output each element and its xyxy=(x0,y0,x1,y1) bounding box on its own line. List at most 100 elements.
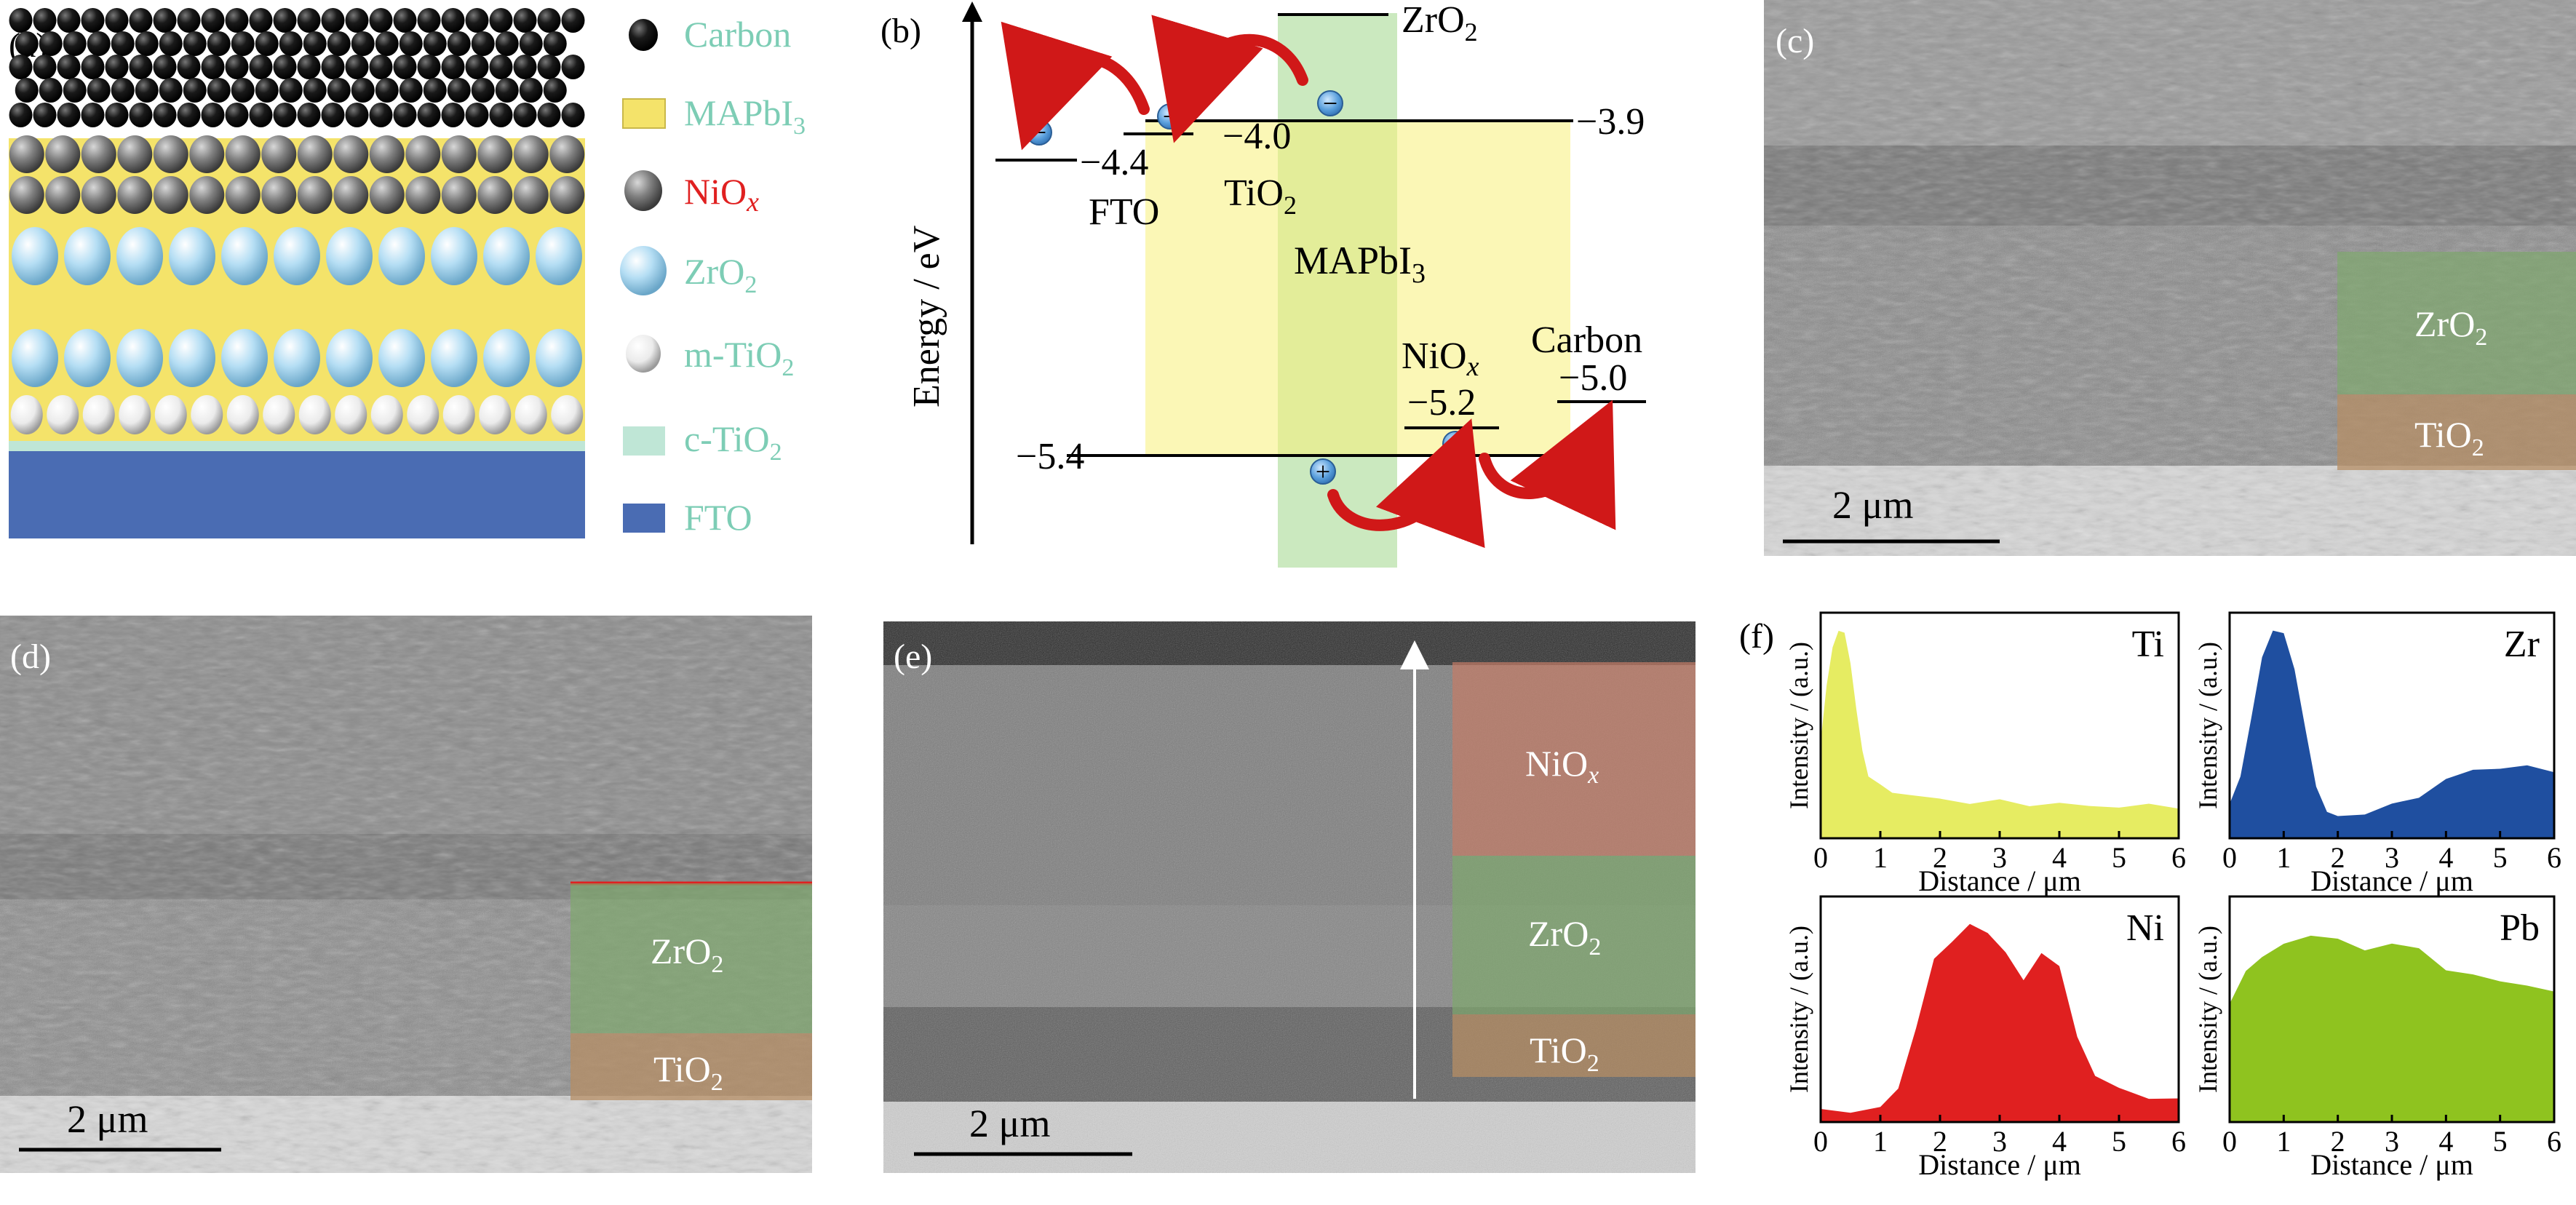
carbon-sphere xyxy=(417,103,441,127)
hole-sign: + xyxy=(1591,416,1605,445)
niox-sphere xyxy=(153,176,188,214)
panel-b: (b) Energy / eV ZrO2 −3.9 −5.4 MAPbI3 −4… xyxy=(880,0,1646,568)
carbon-sphere xyxy=(105,103,129,127)
carbon-sphere xyxy=(231,78,255,103)
legend-niox: NiOx xyxy=(684,171,759,218)
carbon-sphere xyxy=(159,31,183,56)
carbon-sphere xyxy=(9,55,33,79)
carbon-sphere xyxy=(537,8,561,33)
zro2-sphere xyxy=(274,227,320,285)
carbon-sphere xyxy=(225,8,249,33)
m-tio2-sphere xyxy=(479,395,512,434)
carbon-sphere xyxy=(399,31,423,56)
carbon-sphere xyxy=(375,31,399,56)
tio2-overlay-label: TiO2 xyxy=(1530,1030,1599,1077)
carbon-sphere xyxy=(177,8,201,33)
niox-name: NiOx xyxy=(1402,335,1479,382)
zro2-sphere xyxy=(274,329,320,387)
carbon-sphere xyxy=(81,55,105,79)
carbon-sphere xyxy=(441,103,465,127)
carbon-sphere xyxy=(33,8,57,33)
zro2-sphere xyxy=(64,227,111,285)
legend-mapbi3: MAPbI3 xyxy=(684,92,806,140)
niox-sphere xyxy=(405,176,441,214)
carbon-sphere xyxy=(249,55,273,79)
electron-sign: − xyxy=(1032,118,1046,147)
fto-legend-icon xyxy=(623,504,665,533)
carbon-name: Carbon xyxy=(1531,319,1642,361)
x-tick-label: 3 xyxy=(1992,1125,2007,1158)
carbon-sphere xyxy=(273,8,297,33)
carbon-sphere xyxy=(81,8,105,33)
carbon-sphere xyxy=(177,103,201,127)
x-tick-label: 2 xyxy=(1933,841,1947,874)
eds-chart-pb: 0 1 2 3 4 5 6 Distance / μm Intensity / (a.u.) Pb xyxy=(2193,895,2561,1181)
niox-sphere xyxy=(369,176,405,214)
carbon-sphere xyxy=(393,8,417,33)
carbon-sphere xyxy=(399,78,423,103)
element-label: Zr xyxy=(2504,624,2540,665)
element-label: Ti xyxy=(2132,624,2164,665)
carbon-sphere xyxy=(303,78,327,103)
x-tick-label: 4 xyxy=(2438,841,2453,874)
x-tick-label: 0 xyxy=(1813,1125,1828,1158)
eds-chart-ni: 0 1 2 3 4 5 6 Distance / μm Intensity / (a.u.) Ni xyxy=(1784,895,2186,1181)
carbon-sphere xyxy=(369,8,393,33)
panel-a: (a) Carbon MAPbI3 NiOx ZrO2 m-TiO2 c-TiO… xyxy=(9,8,806,538)
carbon-sphere xyxy=(81,103,105,127)
eds-chart-ti: 0 1 2 3 4 5 6 Distance / μm Intensity / (a.u.) Ti xyxy=(1784,611,2186,897)
carbon-sphere xyxy=(561,55,585,79)
carbon-sphere xyxy=(231,31,255,56)
carbon-sphere xyxy=(105,8,129,33)
panel-c-label: (c) xyxy=(1776,22,1814,60)
carbon-sphere xyxy=(207,78,231,103)
carbon-sphere xyxy=(255,78,279,103)
eds-chart-zr: 0 1 2 3 4 5 6 Distance / μm Intensity / (a.u.) Zr xyxy=(2193,611,2561,897)
panel-a-legend: Carbon MAPbI3 NiOx ZrO2 m-TiO2 c-TiO2 FT… xyxy=(620,14,806,538)
carbon-sphere xyxy=(153,55,177,79)
zro2-sphere xyxy=(378,227,425,285)
niox-sphere xyxy=(513,176,549,214)
zro2-sphere xyxy=(169,329,215,387)
carbon-sphere xyxy=(423,78,447,103)
carbon-sphere xyxy=(561,103,585,127)
hole-sign: + xyxy=(1316,457,1330,486)
zro2-overlay-label: ZrO2 xyxy=(2414,303,2487,351)
niox-sphere xyxy=(81,135,116,173)
zro2-overlay xyxy=(2337,252,2576,394)
x-tick-label: 5 xyxy=(2112,841,2126,874)
carbon-sphere xyxy=(129,103,153,127)
zro2-overlay-label: ZrO2 xyxy=(1528,913,1601,961)
scale-bar-label: 2 μm xyxy=(1832,483,1913,527)
x-tick-label: 4 xyxy=(2052,1125,2067,1158)
carbon-sphere xyxy=(87,78,111,103)
carbon-sphere xyxy=(63,31,87,56)
c-tio2-layer xyxy=(9,441,585,451)
curved-arrow-icon xyxy=(1151,15,1308,143)
niox-sphere xyxy=(333,176,369,214)
carbon-sphere xyxy=(423,31,447,56)
carbon-sphere xyxy=(273,55,297,79)
carbon-sphere xyxy=(249,8,273,33)
niox-sphere xyxy=(153,135,188,173)
carbon-sphere xyxy=(57,55,81,79)
carbon-sphere xyxy=(375,78,399,103)
tio2-overlay-label: TiO2 xyxy=(2414,414,2484,461)
m-tio2-sphere xyxy=(47,395,79,434)
carbon-sphere xyxy=(321,8,345,33)
series-area xyxy=(2230,630,2554,838)
niox-overlay-label: NiOx xyxy=(1525,743,1599,789)
x-tick-label: 2 xyxy=(2331,1125,2345,1158)
carbon-sphere xyxy=(513,103,537,127)
eds-line-scan-charts: 0 1 2 3 4 5 6 Distance / μm Intensity / (a.u.) Ti… xyxy=(1784,611,2561,1181)
zro2-sphere xyxy=(326,329,373,387)
carbon-sphere xyxy=(297,8,321,33)
electron-sign: − xyxy=(1323,89,1337,118)
niox-sphere xyxy=(261,135,297,173)
hole-icon xyxy=(1310,458,1336,485)
carbon-sphere xyxy=(201,103,225,127)
m-tio2-sphere xyxy=(82,395,115,434)
carbon-sphere xyxy=(543,78,567,103)
carbon-sphere xyxy=(465,103,489,127)
panel-f-label: (f) xyxy=(1739,617,1774,656)
